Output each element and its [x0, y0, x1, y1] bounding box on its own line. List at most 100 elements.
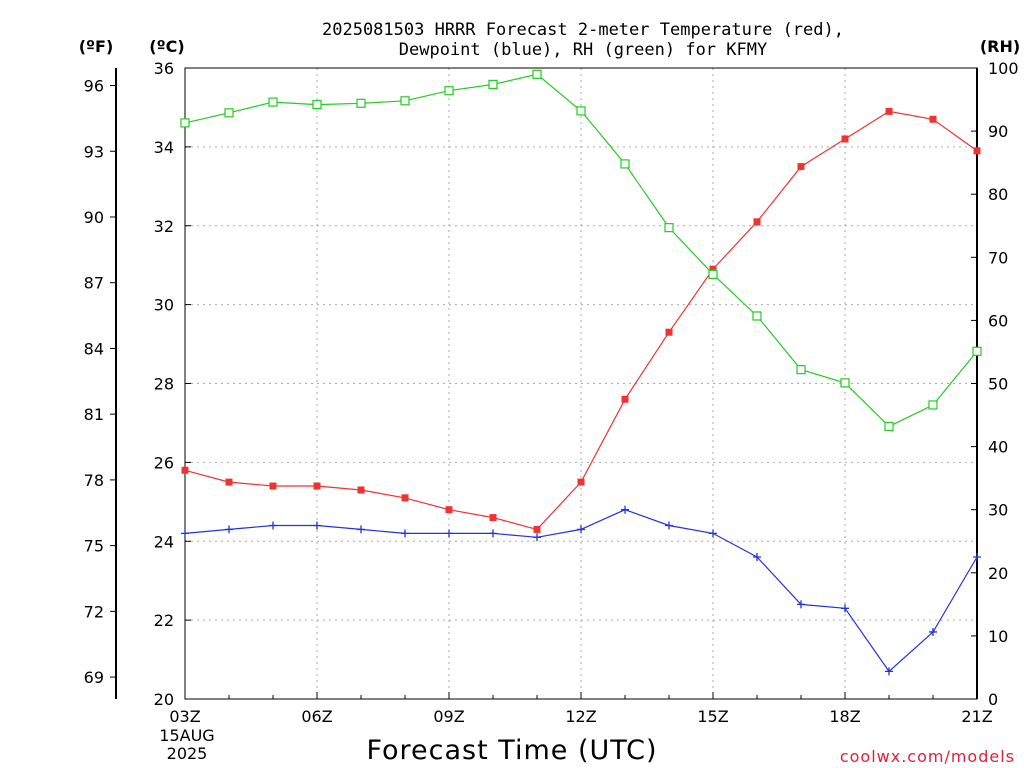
data-point	[708, 269, 718, 279]
data-point	[929, 115, 937, 123]
data-point	[841, 135, 849, 143]
chart-title-line-1: 2025081503 HRRR Forecast 2-meter Tempera…	[322, 20, 844, 40]
data-point	[885, 667, 893, 676]
data-point	[445, 529, 453, 538]
fahrenheit-ticks: 69 72 75 78 81 84 87 90 93 96	[84, 77, 116, 687]
data-point	[180, 118, 190, 128]
data-point	[752, 311, 762, 321]
data-point	[929, 627, 937, 636]
rh-ticks: 0 10 20 30 40 50 60 70 80 90 100	[971, 59, 1019, 709]
data-point	[225, 478, 233, 486]
data-point	[533, 533, 541, 542]
celsius-tick-label: 36	[154, 59, 174, 78]
fahrenheit-tick-label: 75	[84, 537, 104, 556]
fahrenheit-tick-label: 81	[84, 405, 104, 424]
x-tick-label: 06Z	[301, 707, 332, 726]
series-1	[181, 505, 981, 676]
data-point	[973, 553, 981, 562]
data-point	[357, 525, 365, 534]
fahrenheit-tick-label: 96	[84, 77, 104, 96]
rh-tick-label: 30	[988, 501, 1008, 520]
data-point	[313, 521, 321, 530]
x-tick-label: 15Z	[697, 707, 728, 726]
x-tick-label: 18Z	[829, 707, 860, 726]
series-line	[184, 73, 978, 428]
x-sub-label-date: 15AUG	[159, 726, 214, 745]
data-point	[576, 106, 586, 116]
data-point	[401, 529, 409, 538]
data-point	[797, 163, 805, 171]
data-point	[313, 482, 321, 490]
chart-title-line-2: Dewpoint (blue), RH (green) for KFMY	[399, 40, 767, 60]
rh-tick-label: 50	[988, 375, 1008, 394]
grid-layer	[185, 68, 977, 699]
rh-tick-label: 10	[988, 627, 1008, 646]
x-tick-label: 12Z	[565, 707, 596, 726]
celsius-tick-label: 26	[154, 453, 174, 472]
data-point	[621, 505, 629, 514]
celsius-tick-label: 34	[154, 138, 174, 157]
data-point	[797, 600, 805, 609]
fahrenheit-tick-label: 72	[84, 602, 104, 621]
fahrenheit-tick-label: 69	[84, 668, 104, 687]
celsius-tick-label: 20	[154, 690, 174, 709]
celsius-tick-label: 28	[154, 375, 174, 394]
data-point	[885, 107, 893, 115]
data-point	[445, 506, 453, 514]
data-point	[356, 98, 366, 108]
data-point	[269, 521, 277, 530]
rh-tick-label: 60	[988, 311, 1008, 330]
celsius-ticks: 20 22 24 26 28 30 32 34 36	[154, 59, 191, 709]
data-point	[400, 96, 410, 106]
data-point	[532, 69, 542, 79]
rh-tick-label: 40	[988, 438, 1008, 457]
data-point	[973, 147, 981, 155]
x-axis-title: Forecast Time (UTC)	[366, 735, 657, 766]
data-point	[884, 421, 894, 432]
fahrenheit-tick-label: 87	[84, 274, 104, 293]
data-point	[488, 79, 498, 90]
data-point	[840, 378, 850, 388]
data-point	[268, 97, 278, 107]
data-point	[224, 108, 234, 118]
data-point	[401, 494, 409, 502]
series-layer	[180, 69, 982, 676]
celsius-axis-label: (ºC)	[149, 37, 184, 56]
data-point	[928, 400, 938, 410]
fahrenheit-tick-label: 78	[84, 471, 104, 490]
data-point	[312, 99, 322, 110]
data-point	[357, 486, 365, 494]
celsius-tick-label: 24	[154, 532, 174, 551]
series-2	[180, 69, 982, 432]
rh-axis-label: (RH)	[980, 37, 1020, 56]
data-point	[620, 159, 630, 169]
data-point	[489, 529, 497, 538]
x-ticks: 03Z 06Z 09Z 12Z 15Z 18Z 21Z	[169, 692, 993, 726]
celsius-tick-label: 22	[154, 611, 174, 630]
x-sub-label-year: 2025	[167, 744, 208, 763]
credit-link[interactable]: coolwx.com/models	[840, 747, 1015, 766]
data-point	[665, 521, 673, 530]
data-point	[489, 514, 497, 522]
x-tick-label: 09Z	[433, 707, 464, 726]
data-point	[709, 265, 717, 273]
data-point	[621, 395, 629, 403]
data-point	[753, 553, 761, 562]
data-point	[709, 529, 717, 538]
celsius-tick-label: 32	[154, 217, 174, 236]
data-point	[577, 478, 585, 486]
rh-tick-label: 90	[988, 122, 1008, 141]
data-point	[181, 529, 189, 538]
data-point	[181, 466, 189, 474]
data-point	[665, 328, 673, 336]
data-point	[444, 86, 454, 96]
data-point	[664, 223, 674, 233]
data-point	[225, 525, 233, 534]
x-tick-label: 03Z	[169, 707, 200, 726]
rh-tick-label: 0	[988, 690, 998, 709]
data-point	[841, 604, 849, 613]
data-point	[577, 525, 585, 534]
celsius-tick-label: 30	[154, 296, 174, 315]
x-tick-label: 21Z	[961, 707, 992, 726]
